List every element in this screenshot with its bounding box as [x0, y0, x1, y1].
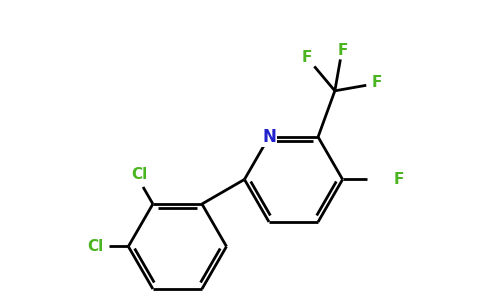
Text: Cl: Cl [131, 167, 148, 182]
Text: F: F [372, 75, 382, 90]
Text: F: F [394, 172, 404, 187]
Text: Cl: Cl [87, 239, 104, 254]
Text: N: N [262, 128, 276, 146]
Text: F: F [338, 43, 348, 58]
Text: F: F [302, 50, 312, 65]
